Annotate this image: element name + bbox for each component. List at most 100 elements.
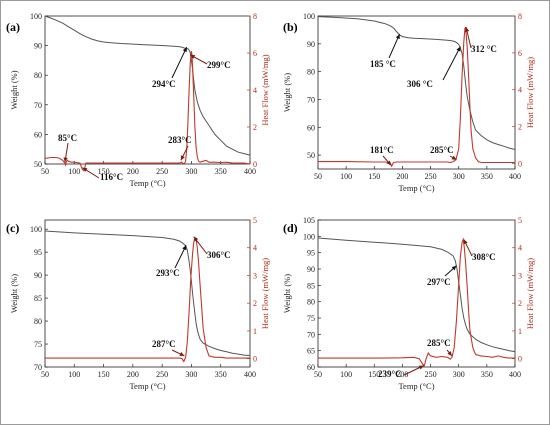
peak-annotation: 185 °C: [370, 59, 396, 69]
heat-flow-curve: [45, 236, 250, 363]
peak-annotation: 85°C: [58, 133, 77, 143]
panels: (a)50 100 150 200 250 300 350 40050607080901000…: [6, 12, 535, 391]
y-tick-label: 60: [307, 123, 315, 132]
weight-curve: [317, 16, 516, 150]
peak-annotation: 293°C: [156, 268, 180, 278]
x-tick-label: 200: [396, 172, 408, 181]
y2-tick-label: 2: [518, 299, 522, 308]
annotation-arrowhead: [82, 167, 88, 172]
peak-annotation: 306 °C: [407, 79, 433, 89]
y-tick-label: 90: [307, 40, 315, 49]
annotation-arrowhead: [451, 265, 457, 271]
peak-annotation: 287°C: [152, 339, 176, 349]
panel-letter: (b): [283, 20, 298, 34]
x-tick-label: 100: [68, 370, 80, 379]
weight-curve: [44, 230, 251, 356]
annotation-arrowhead: [395, 34, 400, 40]
y-tick-label: 50: [34, 160, 42, 169]
panel-letter: (a): [6, 20, 20, 34]
y2-axis-label: Heat Flow (mW/mg): [260, 54, 270, 125]
x-tick-label: 50: [41, 167, 49, 176]
peak-annotation: 308°C: [472, 252, 496, 262]
y-axis-label: Weight (%): [282, 73, 292, 112]
y2-tick-label: 0: [518, 355, 522, 364]
y2-tick-label: 2: [253, 299, 257, 308]
y2-tick-label: 4: [253, 86, 257, 95]
x-tick-label: 100: [340, 172, 352, 181]
annotation-arrowhead: [182, 245, 187, 251]
y2-tick-label: 6: [253, 49, 257, 58]
annotation-arrow: [171, 46, 188, 79]
x-tick-label: 250: [425, 172, 437, 181]
x-tick-label: 300: [453, 172, 465, 181]
y-tick-label: 60: [34, 130, 42, 139]
x-tick-label: 350: [481, 172, 493, 181]
y2-axis-label: Heat Flow (mW/mg): [260, 258, 270, 329]
x-tick-label: 150: [368, 172, 380, 181]
y-tick-label: 60: [307, 363, 315, 372]
chart-panel-2: (b) 50 100 150 200 250 300 350 400 50 60 70 80 90 100 0…: [282, 12, 535, 193]
y2-tick-label: 8: [518, 12, 522, 21]
annotation-arrowhead: [193, 236, 199, 242]
y2-tick-label: 0: [253, 160, 257, 169]
y2-tick-label: 4: [518, 244, 522, 253]
y-tick-label: 80: [307, 298, 315, 307]
annotation-arrowhead: [464, 27, 470, 32]
x-tick-label: 400: [509, 370, 521, 379]
y2-tick-label: 8: [253, 12, 257, 21]
x-tick-label: 350: [481, 370, 493, 379]
peak-annotation: 285°C: [427, 338, 451, 348]
x-axis-label: Temp (°C): [129, 381, 165, 391]
x-tick-label: 50: [314, 172, 322, 181]
x-tick-label: 200: [396, 370, 408, 379]
y-tick-label: 85: [34, 294, 42, 303]
y2-tick-label: 4: [253, 244, 257, 253]
weight-curve: [44, 15, 251, 156]
y-tick-label: 65: [307, 347, 315, 356]
annotation-arrowhead: [418, 365, 424, 370]
x-axis-label: Temp (°C): [129, 178, 165, 188]
peak-annotation: 297°C: [427, 277, 451, 287]
y2-tick-label: 2: [253, 123, 257, 132]
y-tick-label: 100: [30, 225, 42, 234]
y-tick-label: 70: [34, 101, 42, 110]
panel-letter: (c): [6, 221, 19, 235]
y-tick-label: 80: [307, 68, 315, 77]
annotation-arrowhead: [463, 239, 468, 245]
heat-flow-curve: [318, 237, 515, 367]
x-tick-label: 50: [314, 370, 322, 379]
x-tick-label: 250: [425, 370, 437, 379]
y2-tick-label: 5: [518, 216, 522, 225]
plot-frame: [317, 15, 516, 170]
y-tick-label: 70: [307, 330, 315, 339]
y2-tick-label: 0: [518, 159, 522, 168]
y2-tick-label: 3: [253, 271, 257, 280]
annotation-arrow: [442, 46, 461, 81]
panel-letter: (d): [283, 221, 298, 235]
y-tick-label: 75: [34, 340, 42, 349]
annotation-arrowhead: [179, 352, 185, 356]
chart-panel-1: (a) 50 100 150 200 250 300 350 400 50 60 70 80 90 100 0…: [6, 12, 270, 188]
plot-frame: [44, 219, 251, 368]
peak-annotation: 283°C: [168, 135, 192, 145]
annotation-arrowhead: [190, 54, 196, 59]
y2-tick-label: 2: [518, 123, 522, 132]
peak-annotation: 285°C: [430, 145, 454, 155]
y2-tick-label: 3: [518, 271, 522, 280]
x-tick-label: 100: [68, 167, 80, 176]
x-tick-label: 350: [215, 167, 227, 176]
plot-frame: [317, 219, 516, 368]
x-tick-label: 300: [185, 370, 197, 379]
y-tick-label: 95: [307, 249, 315, 258]
peak-annotation: 116°C: [100, 172, 123, 182]
x-tick-label: 250: [156, 370, 168, 379]
x-tick-label: 50: [41, 370, 49, 379]
x-tick-label: 300: [185, 167, 197, 176]
x-tick-label: 200: [127, 370, 139, 379]
y-tick-label: 80: [34, 71, 42, 80]
y-tick-label: 95: [34, 248, 42, 257]
y-tick-label: 80: [34, 317, 42, 326]
y-tick-label: 100: [30, 12, 42, 21]
y-tick-label: 90: [34, 42, 42, 51]
